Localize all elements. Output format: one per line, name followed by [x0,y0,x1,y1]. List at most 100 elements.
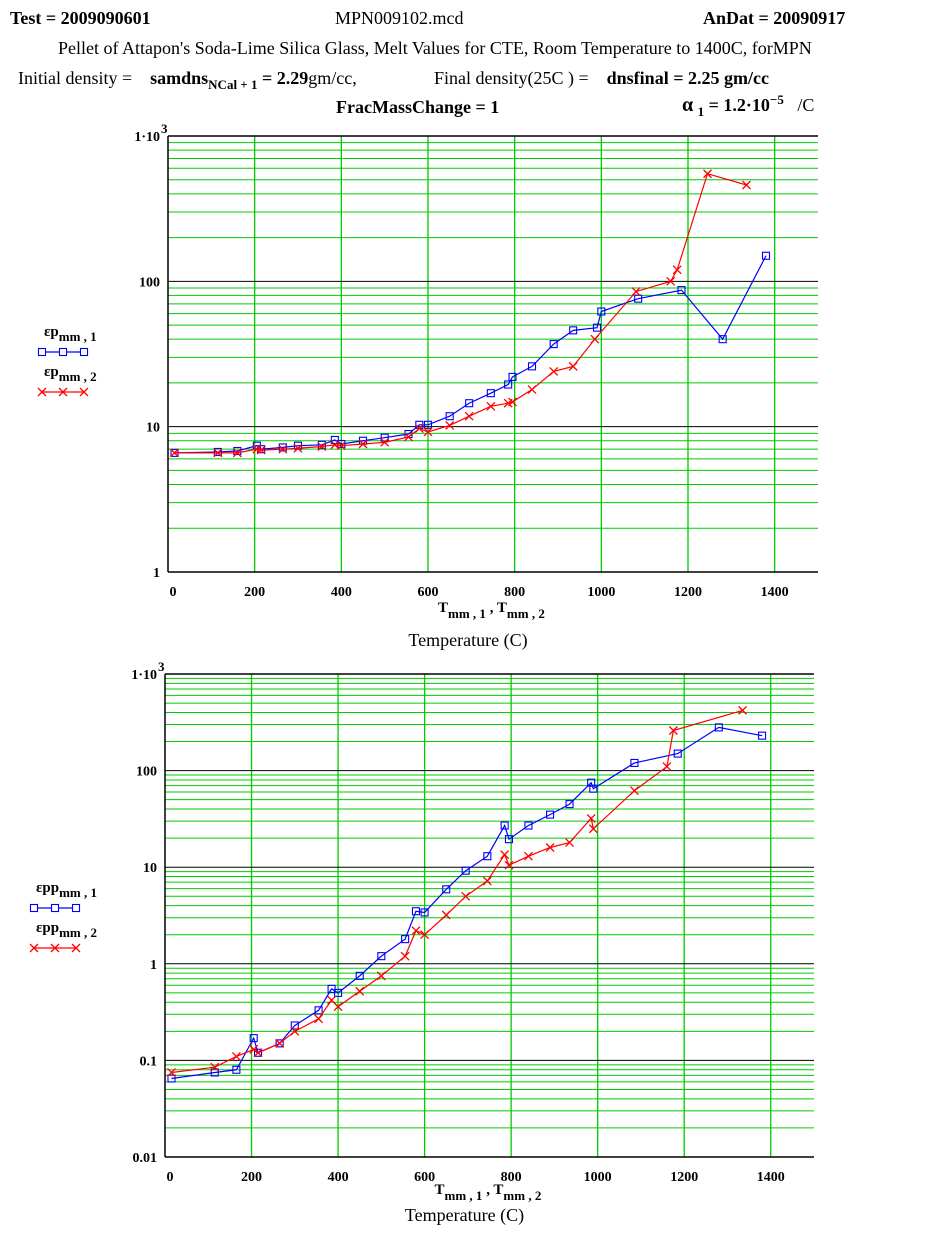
series-1-point [761,251,771,260]
alpha-symbol: α [682,94,694,116]
series-2-point [336,441,346,451]
y-tick-label: 1·10 [134,130,160,145]
x-tick-label: 1200 [670,1170,698,1185]
series-2-point [742,180,751,190]
series-1-point [524,821,533,830]
legend-marker-2 [58,387,68,397]
legend-label-1: εppmm , 1 [36,880,97,900]
initial-density-line: Initial density = samdnsNCal + 1 = 2.29g… [18,68,357,93]
series-1-point [210,1068,219,1077]
alpha-sub: 1 [697,104,705,119]
series-2-point [358,439,368,449]
series-2-point [420,930,430,940]
x-tick-label: 600 [414,1170,435,1185]
series-1-point [589,784,598,793]
series-1-point [420,908,429,917]
y-tick-label: 100 [136,765,157,780]
series-2-point [527,385,537,395]
series-1-point [314,1006,323,1015]
series-1-point [504,380,513,389]
final-density-line: Final density(25C ) = dnsfinal = 2.25 gm… [434,68,769,89]
series-2-point [672,265,682,275]
series-1-point [275,1039,284,1048]
series-1-point [401,935,410,944]
series-2-point [668,726,678,735]
series-2-point [508,397,517,407]
series-1-point [337,439,346,449]
series-1-point [630,758,639,768]
series-1-point [232,1065,241,1074]
series-1-point [597,307,606,316]
series-2-point [631,287,641,297]
series-1-point [253,1048,263,1057]
series-1-point [380,433,389,442]
series-1-point [445,412,454,421]
series-1-point [167,1074,176,1083]
series-2-point [461,891,471,901]
series-2-point [253,1048,263,1058]
series-2-point [411,926,421,936]
series-2-point [317,442,327,451]
series-2-point [278,444,288,454]
x-tick-label: 1400 [761,585,789,600]
series-2-point [565,838,575,848]
series-2-point [586,813,596,823]
series-1-point [317,440,326,449]
legend-marker-1 [29,903,39,913]
final-density-label: Final density(25C ) = [434,68,589,88]
series-2-point [549,366,559,376]
x-tick-label: 1200 [674,585,702,600]
x-tick-label: 400 [331,585,352,600]
y-tick-label: 10 [143,861,157,876]
series-2-point [249,1044,259,1054]
series-1-point [233,446,242,456]
series-2-point [275,1038,285,1048]
y-tick-label: 10 [146,421,160,436]
samdns-var: samdns [150,68,209,88]
y-tick-exponent: 3 [158,659,165,674]
series-2-point [423,427,433,437]
legend-marker-1 [79,347,89,357]
series-2-point [167,1068,176,1077]
fracmass-value: = 1 [475,97,500,117]
series-2-point [504,860,514,870]
file-name: MPN009102.mcd [335,8,464,28]
series-1-point [249,1034,258,1043]
series-2-point [482,876,492,886]
legend-label-1: εpmm , 1 [44,324,97,344]
series-2-point [500,850,510,860]
series-2-point [662,762,672,772]
series-1-point [465,399,474,408]
series-2-point [588,824,598,834]
series-2-point [213,448,223,458]
alpha-unit: /C [797,95,815,115]
x-tick-label: 1400 [757,1170,785,1185]
samdns-unit: gm/cc, [308,68,357,88]
legend-marker-1 [71,903,81,913]
test-label: Test = 2009090601 [10,8,151,28]
legend-marker-1 [37,347,47,357]
series-1-point [278,443,287,452]
x-axis-label: Tmm , 1 , Tmm , 2 [438,600,545,621]
series-2-point [256,445,266,455]
series-2-line [171,709,743,1074]
series-1-point [461,866,470,875]
y-tick-label: 0.1 [140,1054,158,1069]
series-1-point [483,852,492,861]
series-2-point [568,361,578,371]
series-2-point [376,971,386,981]
series-1-point [718,335,727,344]
x-tick-label: 800 [501,1170,522,1185]
series-1-line [174,255,767,454]
legend-marker-2 [71,943,81,953]
y-tick-label: 0.01 [133,1151,158,1166]
series-2-point [590,334,600,344]
series-2-point [293,443,303,453]
series-1-point [673,749,682,758]
series-2-point [232,448,242,458]
y-tick-label: 100 [139,275,160,290]
series-1-point [758,731,767,740]
series-2-point [738,705,748,715]
series-2-point [314,1014,324,1024]
